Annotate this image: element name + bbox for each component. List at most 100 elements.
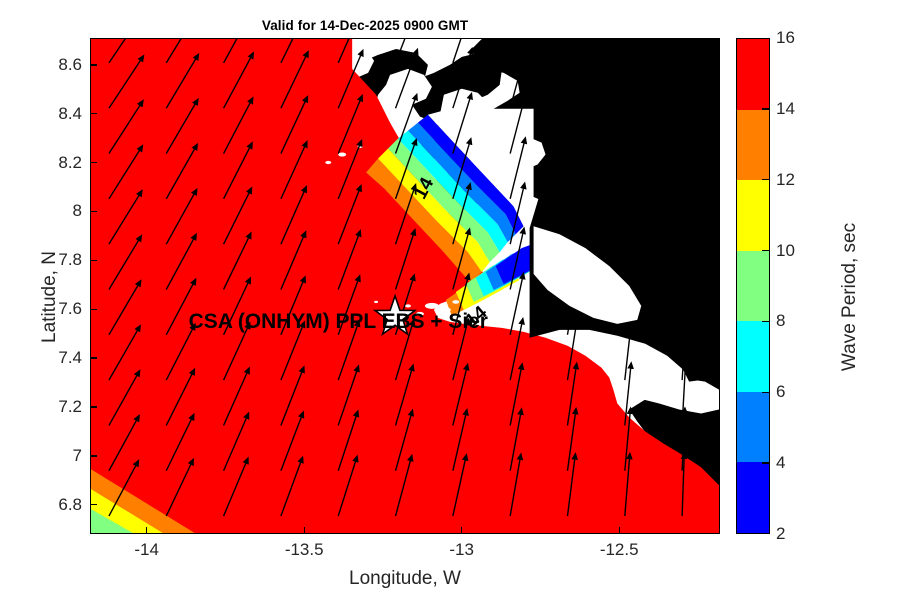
y-tick-label: 8 — [72, 201, 82, 221]
wave-direction-arrow — [165, 277, 197, 336]
wave-direction-arrow — [280, 230, 307, 290]
y-tick-label: 7.2 — [58, 396, 82, 416]
y-tick-mark — [90, 503, 97, 506]
wave-direction-arrow — [509, 91, 528, 154]
wave-direction-arrow — [222, 321, 251, 381]
x-tick-label: -13.5 — [284, 540, 324, 559]
wave-direction-arrow — [165, 367, 196, 426]
wave-direction-arrow — [280, 320, 306, 381]
site-label: CSA (ONHYM) PPL EBS + Sier — [189, 310, 488, 333]
site-star-marker — [372, 293, 418, 337]
wave-direction-arrow — [280, 275, 306, 336]
colorbar-tick-mark — [762, 462, 770, 464]
wave-direction-arrow — [566, 406, 579, 471]
y-tick-label: 7.8 — [58, 250, 82, 270]
wave-direction-arrow — [394, 92, 418, 154]
wave-direction-arrow — [624, 406, 634, 471]
wave-direction-arrow — [165, 232, 197, 290]
nearshore-contour-bands-south — [445, 240, 560, 316]
wave-direction-arrow — [108, 459, 140, 517]
colorbar-tick-label: 16 — [776, 28, 795, 47]
wave-direction-arrow — [452, 91, 473, 154]
wave-direction-arrow — [108, 189, 143, 245]
wave-direction-arrow — [509, 316, 525, 381]
colorbar-tick-label: 10 — [776, 240, 795, 260]
colorbar-tick-label: 6 — [776, 382, 786, 402]
colorbar-band — [737, 321, 769, 392]
wave-direction-arrow — [108, 369, 141, 426]
wave-direction-arrow — [222, 411, 250, 472]
y-tick-label: 7.6 — [58, 299, 82, 319]
wave-direction-arrow — [509, 39, 518, 64]
wave-direction-arrow — [452, 453, 469, 517]
wave-direction-arrow — [394, 47, 419, 109]
wave-direction-arrow — [222, 51, 255, 109]
wave-direction-arrow — [394, 318, 416, 381]
wave-direction-arrow — [165, 187, 198, 245]
y-tick-mark — [90, 210, 97, 213]
wave-direction-arrow — [337, 184, 362, 245]
wave-direction-arrow — [165, 52, 200, 109]
wave-direction-arrow — [509, 181, 527, 245]
y-tick-label: 8.4 — [58, 103, 82, 123]
wave-direction-arrow — [394, 137, 418, 200]
wave-direction-arrow — [222, 186, 253, 245]
wave-period-field — [91, 39, 719, 533]
wave-direction-arrow — [108, 54, 145, 109]
wave-direction-arrow — [566, 316, 580, 381]
wave-direction-arrow — [509, 271, 526, 335]
wave-direction-arrow — [165, 412, 195, 472]
wave-direction-arrow — [280, 95, 309, 154]
colorbar-tick-label: 2 — [776, 524, 786, 543]
land-overlay-occluder — [529, 39, 719, 382]
y-tick-mark — [90, 259, 97, 262]
wave-direction-arrow — [337, 39, 350, 64]
colorbar-band — [737, 109, 769, 181]
y-tick-mark — [90, 308, 97, 310]
x-tick-label: -12.5 — [599, 540, 639, 559]
y-tick-mark — [90, 161, 97, 164]
wave-direction-arrow — [509, 452, 524, 517]
wave-direction-arrow — [165, 322, 196, 381]
wave-direction-arrow — [680, 451, 688, 517]
y-tick-label: 8.6 — [58, 54, 82, 74]
colorbar-tick-label: 4 — [776, 453, 786, 473]
x-tick-label: -13 — [449, 540, 474, 559]
wave-direction-arrow — [337, 454, 359, 517]
wave-direction-arrow — [681, 361, 689, 426]
wave-direction-arrow — [337, 229, 362, 290]
wave-direction-arrow — [108, 279, 142, 336]
wave-direction-arrow — [280, 185, 307, 245]
wave-direction-arrow — [509, 407, 524, 471]
colorbar-tick-label: 8 — [776, 311, 786, 331]
wave-direction-arrow — [165, 142, 199, 200]
y-tick-mark — [90, 406, 97, 408]
wave-direction-arrow — [165, 39, 182, 64]
colorbar-band — [737, 180, 769, 251]
wave-direction-arrow — [337, 48, 364, 109]
wave-direction-arrow — [509, 136, 528, 200]
wave-direction-arrow — [452, 362, 470, 426]
wave-direction-arrow — [509, 362, 525, 426]
colorbar-tick-mark — [762, 320, 770, 323]
y-tick-label: 8.2 — [58, 152, 82, 172]
wave-direction-arrow — [452, 317, 471, 381]
colorbar-tick-mark — [762, 391, 770, 393]
x-tick-mark — [618, 527, 620, 534]
x-tick-label: -14 — [134, 540, 159, 559]
wave-direction-arrow — [222, 366, 250, 426]
islands — [325, 145, 460, 316]
colorbar-tick-mark — [762, 179, 770, 181]
colorbar-band — [737, 391, 769, 463]
wave-direction-arrow — [452, 137, 473, 200]
wave-direction-arrow — [108, 414, 140, 472]
colorbar — [736, 38, 770, 534]
y-tick-mark — [90, 64, 97, 66]
colorbar-band — [737, 250, 769, 322]
wave-direction-arrow — [566, 452, 578, 517]
period-band-14-16 — [91, 39, 719, 533]
wave-direction-arrow — [280, 39, 294, 64]
y-tick-mark — [90, 455, 97, 457]
y-tick-mark — [90, 113, 97, 115]
